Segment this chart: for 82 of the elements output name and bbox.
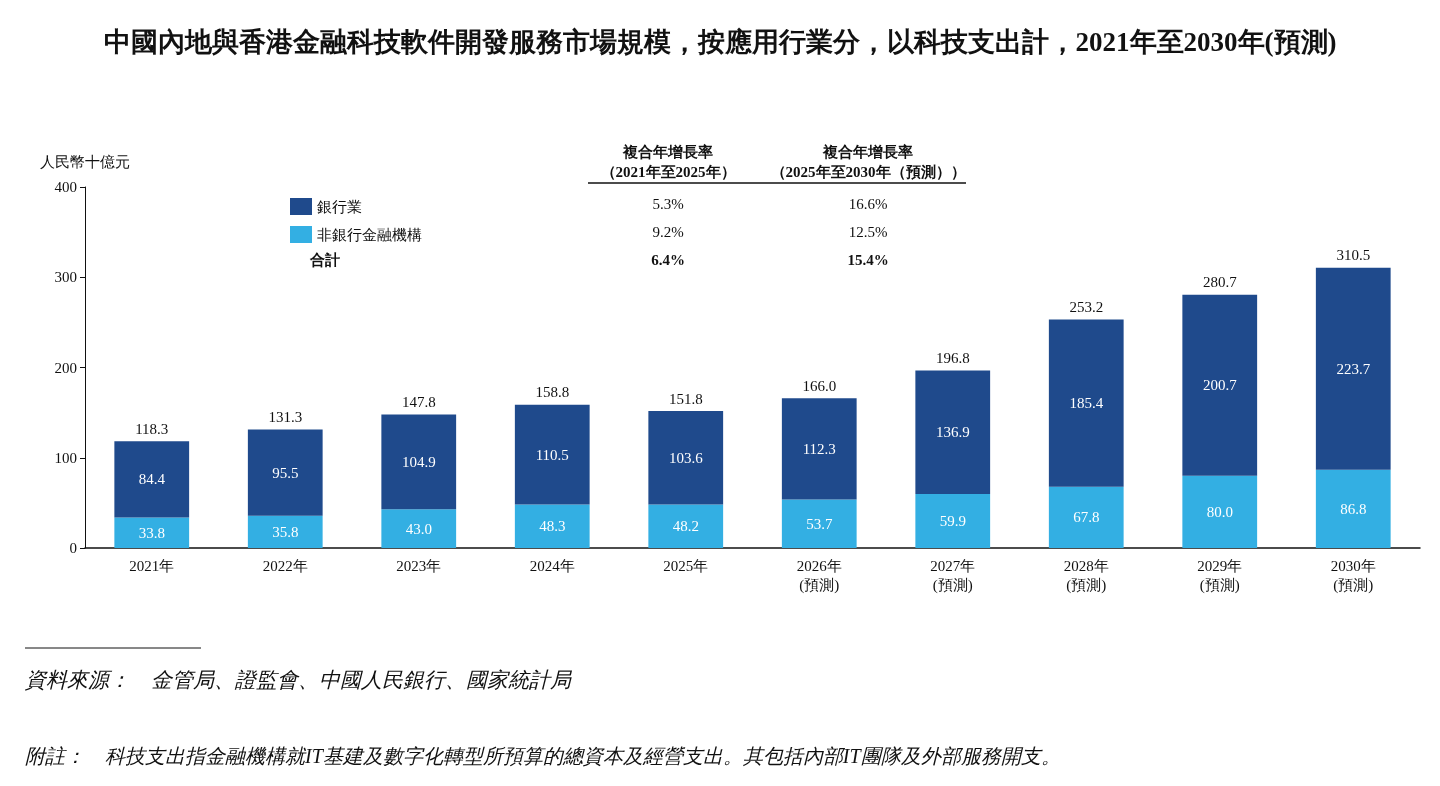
bar (1048, 319, 1124, 487)
data-label: 200.7 (1202, 377, 1238, 394)
x-tick-label: 2023年 (396, 557, 442, 574)
bar (781, 398, 857, 500)
data-label: 110.5 (535, 446, 569, 463)
total-label: 118.3 (135, 420, 169, 437)
y-tick-label: 100 (54, 449, 77, 466)
data-label: 185.4 (1069, 395, 1104, 412)
bar (1182, 294, 1258, 476)
total-label: 310.5 (1336, 247, 1371, 264)
y-tick-label: 400 (54, 179, 77, 195)
y-tick-label: 300 (54, 269, 77, 286)
x-tick-label: 2030年 (預測) (1330, 557, 1376, 594)
data-label: 223.7 (1336, 360, 1371, 377)
bar (247, 515, 323, 548)
data-label: 136.9 (935, 424, 970, 441)
bar (1048, 486, 1124, 548)
bar (514, 404, 590, 505)
bar (1315, 267, 1391, 470)
bar (114, 441, 190, 518)
legend-label: 非銀行金融機構 (317, 226, 422, 243)
total-label: 151.8 (668, 390, 703, 407)
bar (915, 370, 991, 494)
total-label: 253.2 (1069, 298, 1104, 315)
bar (114, 517, 190, 548)
total-label: 166.0 (802, 377, 837, 394)
annotation: 5.3% (652, 196, 684, 212)
text: 附註： 科技支出指金融機構就IT基建及數字化轉型所預算的總資本及經營支出。其包括內部IT團隊及外部服務開支。 (25, 745, 1061, 767)
annotation: 9.2% (652, 224, 684, 240)
x-tick-label: 2029年 (預測) (1197, 557, 1243, 594)
data-label: 95.5 (272, 464, 299, 481)
text: （2021年至2025年） (600, 164, 736, 180)
data-label: 67.8 (1073, 509, 1100, 526)
x-tick-label: 2026年 (預測) (796, 557, 842, 594)
chart-title: 中國內地與香港金融科技軟件開發服務市場規模，按應用行業分，以科技支出計，2021年至2030年(預測) (103, 27, 1337, 57)
x-tick-label: 2021年 (129, 557, 175, 574)
bar (648, 504, 724, 548)
x-tick-label: 2025年 (663, 557, 709, 574)
data-label: 80.0 (1206, 503, 1233, 520)
bar (381, 509, 457, 548)
text: （2025年至2030年（預測）） (770, 164, 966, 180)
text: 複合年增長率 (822, 143, 913, 160)
total-label: 131.3 (268, 409, 303, 425)
data-label: 84.4 (138, 471, 166, 488)
data-label: 35.8 (272, 523, 299, 540)
total-label: 147.8 (401, 394, 436, 411)
x-tick-label: 2022年 (262, 557, 308, 574)
bar (1315, 469, 1391, 548)
total-label: 280.7 (1202, 274, 1238, 291)
data-label: 104.9 (401, 453, 436, 470)
annotation: 16.6% (848, 196, 888, 212)
data-label: 103.6 (668, 449, 704, 466)
data-label: 48.3 (539, 518, 566, 535)
bar (1182, 475, 1258, 548)
x-tick-label: 2027年 (預測) (930, 557, 976, 594)
bar (781, 499, 857, 548)
data-label: 86.8 (1340, 500, 1367, 517)
bar (247, 429, 323, 516)
data-label: 43.0 (405, 520, 432, 537)
bar (514, 504, 590, 548)
annotation: 12.5% (848, 224, 888, 240)
data-label: 53.7 (806, 515, 833, 532)
bar (381, 414, 457, 510)
annotation: 合計 (309, 252, 340, 268)
bar (915, 493, 991, 548)
x-tick-label: 2024年 (529, 557, 575, 574)
data-label: 59.9 (939, 512, 966, 529)
total-label: 196.8 (935, 349, 970, 366)
annotation: 6.4% (651, 252, 685, 268)
source-note: 資料來源： 金管局、證監會、中國人民銀行、國家統計局 (25, 668, 573, 692)
total-label: 158.8 (535, 384, 570, 401)
data-label: 112.3 (802, 440, 836, 457)
y-tick-label: 200 (54, 359, 77, 376)
data-label: 48.2 (672, 518, 699, 535)
y-axis-title: 人民幣十億元 (40, 153, 130, 170)
y-tick-label: 0 (69, 540, 77, 556)
bar (648, 411, 724, 505)
legend-label: 銀行業 (317, 198, 362, 215)
text: 複合年增長率 (622, 143, 713, 160)
x-tick-label: 2028年 (預測) (1063, 557, 1109, 594)
annotation: 15.4% (847, 252, 889, 268)
data-label: 33.8 (138, 524, 165, 541)
